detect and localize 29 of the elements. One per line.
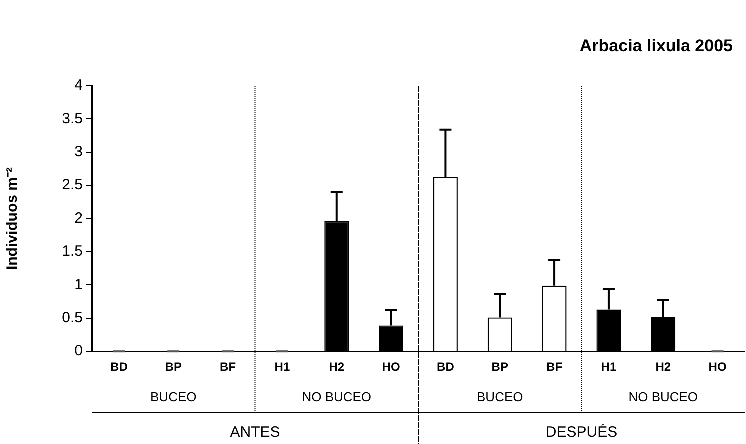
y-tick-label: 1 xyxy=(74,276,83,294)
y-tick-label: 0 xyxy=(74,342,83,360)
y-tick-label: 3.5 xyxy=(62,110,83,128)
x-tick-label: BD xyxy=(437,360,455,374)
y-tick-label: 2.5 xyxy=(62,176,83,194)
x-tick-label: BF xyxy=(546,360,563,374)
y-tick-label: 1.5 xyxy=(62,243,83,260)
y-axis-title: Individuos m⁻² xyxy=(4,168,22,270)
text: BUCEO xyxy=(150,390,197,405)
y-tick-label: 3 xyxy=(74,144,83,161)
x-tick-label: BP xyxy=(165,360,182,374)
x-tick-label: BD xyxy=(110,360,128,374)
text: NO BUCEO xyxy=(628,390,698,405)
x-tick-label: H1 xyxy=(274,360,290,374)
text: NO BUCEO xyxy=(302,390,372,405)
x-tick-label: H2 xyxy=(329,360,345,374)
y-tick-label: 4 xyxy=(74,77,83,94)
x-tick-label: BP xyxy=(492,360,508,374)
chart-title: Arbacia lixula 2005 xyxy=(580,36,733,56)
x-tick-label: HO xyxy=(382,360,400,374)
x-tick-label: HO xyxy=(708,360,727,374)
y-tick-label: 2 xyxy=(74,210,83,227)
x-tick-label: H2 xyxy=(656,360,672,374)
x-tick-label: BF xyxy=(220,360,236,374)
x-tick-label: H1 xyxy=(601,360,617,374)
text: ANTES xyxy=(230,424,280,442)
text: BUCEO xyxy=(477,390,524,405)
text: DESPUÉS xyxy=(546,423,618,442)
y-tick-label: 0.5 xyxy=(62,310,83,327)
